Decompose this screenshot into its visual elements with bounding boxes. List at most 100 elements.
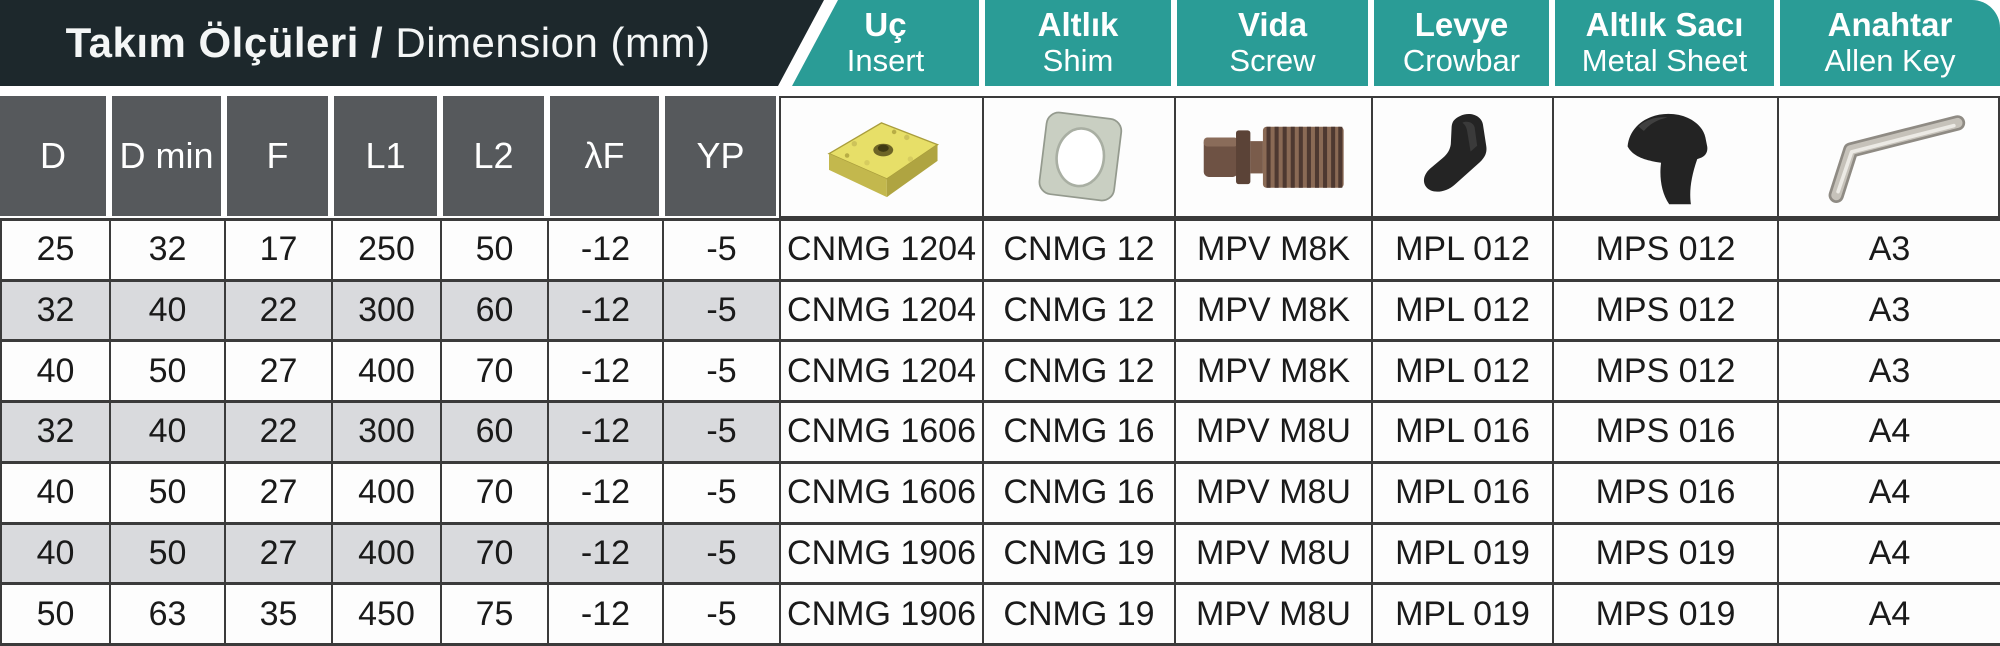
column-header-lambda-f: λF (550, 96, 659, 216)
dim-cell-l1: 300 (331, 400, 442, 464)
metal-sheet-photo-cell (1552, 96, 1779, 218)
dim-cell-d-min: 50 (109, 460, 226, 525)
product-cell-insert: CNMG 1204 (779, 218, 984, 282)
dim-cell-l2: 60 (440, 278, 549, 343)
dim-cell-λf: -12 (547, 400, 664, 464)
product-cell-crowbar: MPL 016 (1371, 400, 1554, 464)
dim-cell-yp: -5 (662, 582, 781, 646)
crowbar-photo-cell (1371, 96, 1554, 218)
product-cell-insert: CNMG 1606 (779, 400, 984, 464)
crowbar-photo-icon (1424, 113, 1487, 192)
dim-cell-l1: 250 (331, 218, 442, 282)
dim-cell-f: 17 (224, 218, 333, 282)
product-cell-insert: CNMG 1204 (779, 339, 984, 404)
dim-cell-d-min: 63 (109, 582, 226, 646)
column-header-insert: Uç Insert (792, 0, 979, 86)
page-title-turkish: Takım Ölçüleri / (65, 19, 384, 66)
header-shim-en: Shim (1042, 43, 1114, 79)
dim-cell-l1: 400 (331, 460, 442, 525)
page-title: Takım Ölçüleri / Dimension (mm) (66, 19, 711, 67)
dim-cell-l2: 70 (440, 339, 549, 404)
product-cell-allen-key: A3 (1777, 339, 2000, 404)
product-cell-metal-sheet: MPS 019 (1552, 521, 1779, 586)
dim-cell-λf: -12 (547, 339, 664, 404)
insert-photo-cell (779, 96, 984, 218)
header-metal-sheet-en: Metal Sheet (1581, 43, 1748, 79)
product-cell-shim: CNMG 16 (982, 400, 1176, 464)
dim-cell-l2: 60 (440, 400, 549, 464)
allen-key-photo-icon (1828, 114, 1965, 203)
allen-key-photo-cell (1777, 96, 2000, 218)
header-screw-tr: Vida (1237, 6, 1308, 44)
dim-cell-d-min: 32 (109, 218, 226, 282)
product-cell-shim: CNMG 16 (982, 460, 1176, 525)
header-insert-tr: Uç (864, 6, 907, 44)
product-cell-shim: CNMG 12 (982, 339, 1176, 404)
product-cell-insert: CNMG 1906 (779, 521, 984, 586)
table-row: 32 40 22 300 60 -12 -5 CNMG 1204 CNMG 12 MPV M8K M… (0, 278, 2000, 343)
product-cell-shim: CNMG 19 (982, 521, 1176, 586)
dim-cell-yp: -5 (662, 521, 781, 586)
dim-cell-l2: 75 (440, 582, 549, 646)
dim-cell-d-min: 40 (109, 278, 226, 343)
table-row: 40 50 27 400 70 -12 -5 CNMG 1606 CNMG 16 MPV M8U M… (0, 460, 2000, 525)
column-header-allen-key: Anahtar Allen Key (1780, 0, 2000, 86)
product-cell-screw: MPV M8U (1174, 460, 1373, 525)
column-header-f: F (227, 96, 328, 216)
column-header-shim: Altlık Shim (985, 0, 1171, 86)
dim-cell-l1: 400 (331, 521, 442, 586)
table-row: 40 50 27 400 70 -12 -5 CNMG 1204 CNMG 12 MPV M8K M… (0, 339, 2000, 404)
product-cell-metal-sheet: MPS 016 (1552, 460, 1779, 525)
dimension-table: 25 32 17 250 50 -12 -5 CNMG 1204 CNMG 12 MPV M8K M… (0, 218, 2000, 646)
screw-photo-icon (1203, 126, 1344, 188)
dim-cell-f: 27 (224, 460, 333, 525)
dim-cell-d: 40 (0, 339, 111, 404)
product-cell-allen-key: A4 (1777, 460, 2000, 525)
dim-cell-d: 25 (0, 218, 111, 282)
dim-cell-yp: -5 (662, 400, 781, 464)
table-row: 32 40 22 300 60 -12 -5 CNMG 1606 CNMG 16 MPV M8U M… (0, 400, 2000, 464)
product-cell-screw: MPV M8K (1174, 339, 1373, 404)
dim-cell-d: 32 (0, 278, 111, 343)
shim-photo-cell (982, 96, 1176, 218)
dim-cell-f: 27 (224, 339, 333, 404)
column-header-d-min: D min (112, 96, 221, 216)
product-cell-insert: CNMG 1906 (779, 582, 984, 646)
column-header-l1: L1 (334, 96, 437, 216)
dim-cell-d-min: 50 (109, 521, 226, 586)
column-header-d: D (0, 96, 106, 216)
dim-cell-f: 35 (224, 582, 333, 646)
dim-cell-d-min: 50 (109, 339, 226, 404)
column-header-yp: YP (665, 96, 776, 216)
product-cell-metal-sheet: MPS 012 (1552, 218, 1779, 282)
product-cell-allen-key: A3 (1777, 218, 2000, 282)
dim-cell-λf: -12 (547, 278, 664, 343)
column-header-metal-sheet: Altlık Sacı Metal Sheet (1555, 0, 1774, 86)
product-cell-allen-key: A4 (1777, 521, 2000, 586)
dim-cell-l1: 300 (331, 278, 442, 343)
product-cell-crowbar: MPL 012 (1371, 339, 1554, 404)
product-cell-metal-sheet: MPS 019 (1552, 582, 1779, 646)
product-cell-screw: MPV M8K (1174, 278, 1373, 343)
product-cell-crowbar: MPL 019 (1371, 521, 1554, 586)
product-cell-metal-sheet: MPS 016 (1552, 400, 1779, 464)
column-header-l2: L2 (443, 96, 544, 216)
dim-cell-λf: -12 (547, 521, 664, 586)
product-cell-metal-sheet: MPS 012 (1552, 339, 1779, 404)
product-cell-shim: CNMG 19 (982, 582, 1176, 646)
dim-cell-d: 40 (0, 521, 111, 586)
insert-photo-icon (827, 121, 940, 197)
product-cell-allen-key: A3 (1777, 278, 2000, 343)
dim-cell-l2: 70 (440, 460, 549, 525)
dim-cell-l1: 450 (331, 582, 442, 646)
dim-cell-d: 50 (0, 582, 111, 646)
metal-sheet-photo-icon (1627, 113, 1708, 205)
dim-cell-yp: -5 (662, 278, 781, 343)
table-row: 25 32 17 250 50 -12 -5 CNMG 1204 CNMG 12 MPV M8K M… (0, 218, 2000, 282)
product-cell-crowbar: MPL 019 (1371, 582, 1554, 646)
product-cell-screw: MPV M8U (1174, 521, 1373, 586)
page-title-english: Dimension (mm) (395, 19, 711, 66)
product-cell-shim: CNMG 12 (982, 218, 1176, 282)
table-body: 25 32 17 250 50 -12 -5 CNMG 1204 CNMG 12 MPV M8K M… (0, 218, 2000, 646)
